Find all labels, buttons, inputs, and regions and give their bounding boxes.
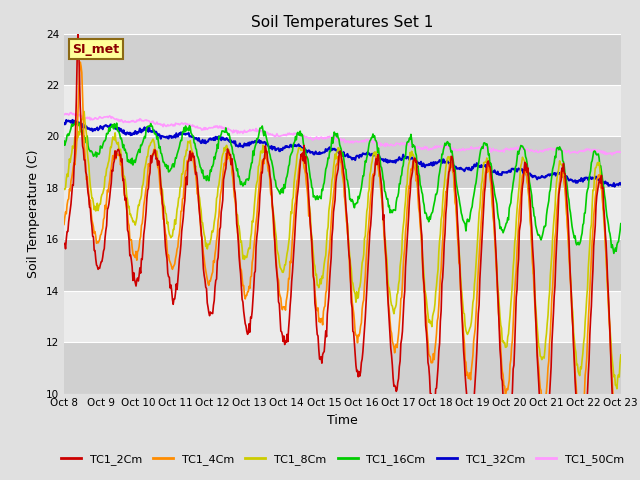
Bar (64, 291, 621, 342)
TC1_16Cm (72, 118, 79, 123)
Line: TC1_2Cm: TC1_2Cm (64, 33, 621, 470)
TC1_8Cm (617, 352, 625, 358)
TC1_4Cm (185, 157, 193, 163)
Bar (64, 85, 621, 136)
TC1_2Cm (614, 468, 621, 473)
TC1_2Cm (428, 391, 435, 396)
Title: Soil Temperatures Set 1: Soil Temperatures Set 1 (252, 15, 433, 30)
TC1_32Cm (611, 184, 618, 190)
TC1_16Cm (70, 121, 78, 127)
TC1_16Cm (428, 212, 435, 217)
TC1_8Cm (70, 144, 78, 149)
TC1_8Cm (428, 319, 435, 324)
TC1_8Cm (80, 108, 88, 114)
Bar (64, 188, 621, 240)
TC1_50Cm (128, 119, 136, 124)
Line: TC1_8Cm: TC1_8Cm (64, 111, 621, 389)
TC1_2Cm (74, 30, 82, 36)
TC1_2Cm (214, 255, 222, 261)
TC1_32Cm (214, 134, 222, 140)
TC1_50Cm (609, 152, 616, 158)
TC1_32Cm (617, 181, 625, 187)
TC1_32Cm (128, 132, 136, 138)
TC1_2Cm (70, 164, 78, 170)
TC1_8Cm (128, 216, 136, 221)
Bar (64, 34, 621, 85)
TC1_4Cm (70, 160, 78, 166)
TC1_50Cm (428, 146, 435, 152)
TC1_16Cm (60, 138, 68, 144)
TC1_50Cm (185, 122, 193, 128)
TC1_8Cm (411, 159, 419, 165)
TC1_16Cm (185, 128, 193, 133)
Bar (64, 240, 621, 291)
Line: TC1_50Cm: TC1_50Cm (64, 113, 621, 155)
TC1_32Cm (68, 117, 76, 123)
TC1_8Cm (60, 186, 68, 192)
TC1_4Cm (617, 408, 625, 414)
TC1_4Cm (214, 218, 222, 224)
TC1_50Cm (71, 112, 79, 118)
TC1_8Cm (613, 386, 621, 392)
Bar (64, 342, 621, 394)
TC1_4Cm (128, 244, 136, 250)
TC1_50Cm (214, 125, 222, 131)
TC1_2Cm (128, 264, 136, 270)
TC1_50Cm (60, 112, 68, 118)
Line: TC1_4Cm: TC1_4Cm (64, 62, 621, 429)
X-axis label: Time: Time (327, 414, 358, 427)
Line: TC1_16Cm: TC1_16Cm (64, 120, 621, 253)
Line: TC1_32Cm: TC1_32Cm (64, 120, 621, 187)
Y-axis label: Soil Temperature (C): Soil Temperature (C) (28, 149, 40, 278)
Bar (64, 136, 621, 188)
TC1_32Cm (60, 120, 68, 126)
TC1_16Cm (617, 221, 625, 227)
Legend: TC1_2Cm, TC1_4Cm, TC1_8Cm, TC1_16Cm, TC1_32Cm, TC1_50Cm: TC1_2Cm, TC1_4Cm, TC1_8Cm, TC1_16Cm, TC1… (56, 450, 628, 469)
TC1_2Cm (411, 155, 419, 161)
TC1_2Cm (185, 158, 193, 164)
TC1_50Cm (617, 149, 625, 155)
TC1_8Cm (185, 139, 193, 145)
TC1_8Cm (214, 184, 222, 190)
TC1_32Cm (428, 160, 435, 166)
TC1_4Cm (411, 166, 419, 171)
TC1_16Cm (610, 251, 618, 256)
TC1_32Cm (71, 120, 79, 126)
TC1_4Cm (76, 59, 84, 65)
TC1_2Cm (617, 454, 625, 460)
TC1_2Cm (60, 240, 68, 246)
TC1_50Cm (67, 110, 75, 116)
TC1_4Cm (613, 426, 621, 432)
TC1_4Cm (60, 222, 68, 228)
TC1_32Cm (185, 130, 193, 136)
Text: SI_met: SI_met (72, 43, 120, 56)
TC1_16Cm (214, 145, 222, 151)
TC1_16Cm (128, 156, 136, 161)
TC1_50Cm (411, 144, 419, 149)
TC1_32Cm (411, 158, 419, 164)
TC1_4Cm (428, 360, 435, 365)
TC1_16Cm (411, 144, 419, 149)
